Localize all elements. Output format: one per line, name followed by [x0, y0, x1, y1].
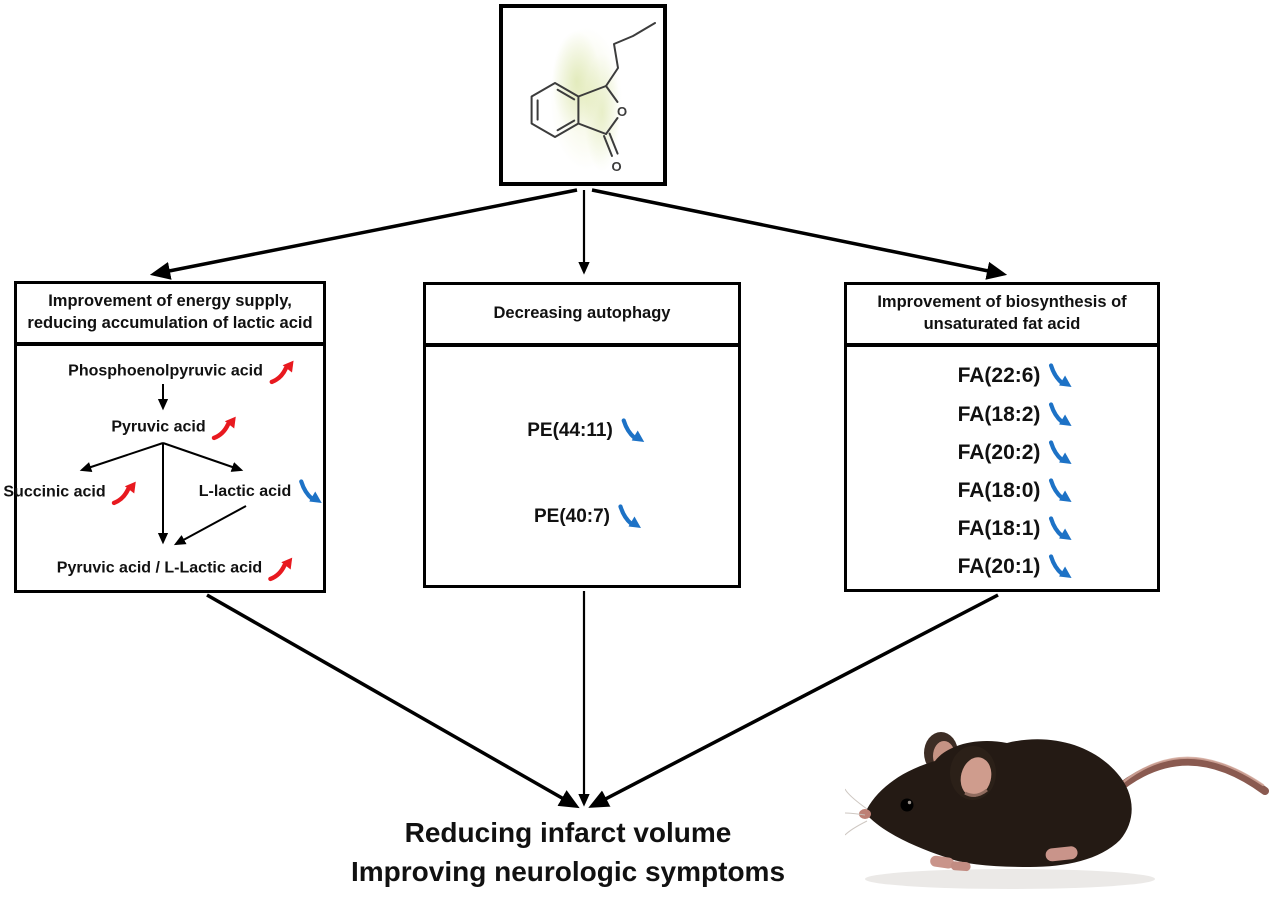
decrease-arrow-icon [1045, 363, 1072, 389]
node-succinic: Succinic acid [3, 479, 138, 506]
node-label: Pyruvic acid [111, 418, 206, 435]
node-pyruvic: Pyruvic acid [111, 414, 238, 441]
item-label: PE(44:11) [527, 420, 613, 441]
item-label: FA(20:2) [957, 441, 1041, 464]
energy-supply-header: Improvement of energy supply, reducing a… [17, 284, 323, 346]
carbonyl-oxygen-label: O [611, 159, 621, 174]
autophagy-box: Decreasing autophagy [423, 282, 741, 588]
item-pe-40-7: PE(40:7) [534, 504, 642, 530]
node-l-lactic: L-lactic acid [199, 479, 323, 505]
node-label: Pyruvic acid / L-Lactic acid [56, 559, 263, 576]
item-fa-18-2: FA(18:2) [958, 402, 1073, 428]
fat-acid-header: Improvement of biosynthesis of unsaturat… [847, 285, 1157, 347]
header-line: unsaturated fat acid [923, 315, 1081, 333]
fat-acid-box: Improvement of biosynthesis of unsaturat… [844, 282, 1160, 592]
item-fa-20-1: FA(20:1) [958, 554, 1073, 580]
decrease-arrow-icon [1045, 440, 1072, 466]
item-label: FA(20:1) [957, 555, 1041, 578]
compound-box: O O [499, 4, 667, 186]
decrease-arrow-icon [1045, 478, 1072, 504]
item-fa-22-6: FA(22:6) [958, 363, 1073, 389]
ring-oxygen-label: O [617, 104, 627, 119]
mouse-illustration [845, 732, 1269, 889]
node-phosphoenolpyruvic: Phosphoenolpyruvic acid [68, 358, 296, 385]
energy-supply-box: Improvement of energy supply, reducing a… [14, 281, 326, 593]
decrease-arrow-icon [1045, 402, 1072, 428]
header-line: Improvement of energy supply, [48, 292, 292, 311]
increase-arrow-icon [268, 358, 296, 385]
item-pe-44-11: PE(44:11) [527, 418, 645, 444]
item-label: FA(18:2) [957, 403, 1041, 426]
item-fa-18-1: FA(18:1) [958, 516, 1073, 542]
item-fa-20-2: FA(20:2) [958, 440, 1073, 466]
conclusion-line-1: Reducing infarct volume [404, 817, 732, 848]
autophagy-header: Decreasing autophagy [426, 285, 738, 347]
increase-arrow-icon [211, 414, 239, 441]
header-line: reducing accumulation of lactic acid [27, 314, 313, 332]
decrease-arrow-icon [615, 504, 642, 530]
decrease-arrow-icon [618, 418, 645, 444]
decrease-arrow-icon [1045, 554, 1072, 580]
butylphthalide-structure-icon: O O [530, 22, 656, 174]
increase-arrow-icon [111, 479, 139, 506]
header-line: Decreasing autophagy [493, 304, 671, 323]
conclusion-text: Reducing infarct volume Improving neurol… [351, 813, 785, 891]
decrease-arrow-icon [1045, 516, 1072, 542]
node-label: L-lactic acid [198, 483, 292, 500]
item-label: FA(22:6) [957, 364, 1041, 387]
node-pyruvic-lactic-ratio: Pyruvic acid / L-Lactic acid [57, 555, 295, 582]
header-line: Improvement of biosynthesis of [877, 293, 1127, 312]
node-label: Succinic acid [3, 483, 106, 500]
node-label: Phosphoenolpyruvic acid [68, 362, 263, 379]
conclusion-line-2: Improving neurologic symptoms [350, 856, 786, 887]
decrease-arrow-icon [296, 479, 323, 505]
item-label: FA(18:0) [957, 479, 1041, 502]
increase-arrow-icon [267, 555, 295, 582]
item-label: PE(40:7) [533, 506, 611, 527]
item-fa-18-0: FA(18:0) [958, 478, 1073, 504]
item-label: FA(18:1) [957, 517, 1041, 540]
